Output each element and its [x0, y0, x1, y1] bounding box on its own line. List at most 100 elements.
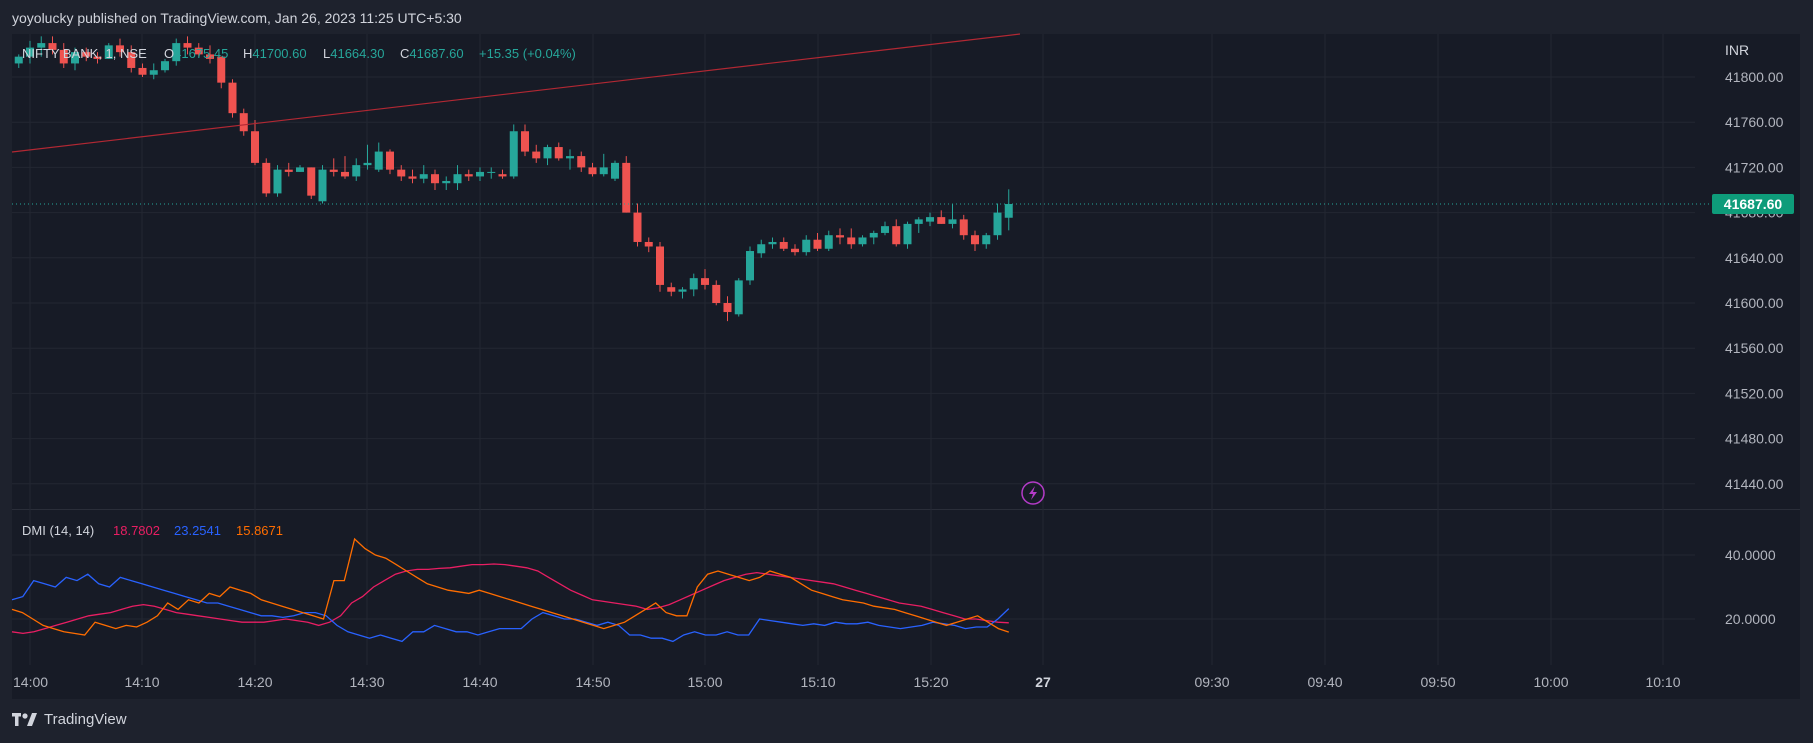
candle-body [723, 303, 732, 313]
candle-body [858, 237, 867, 245]
price-tick-label: 41560.00 [1725, 340, 1784, 356]
candle-body [768, 241, 777, 245]
price-tick-label: 41520.00 [1725, 385, 1784, 401]
candle [183, 36, 192, 55]
candle [26, 40, 34, 64]
time-axis-ticks[interactable]: 14:00 14:10 14:20 14:30 14:40 14:50 15:00 15:10… [13, 674, 1681, 690]
time-tick-label: 10:10 [1645, 674, 1680, 690]
candle-body [318, 169, 327, 202]
candle-body [633, 212, 642, 242]
candle-body [206, 54, 214, 59]
candle [892, 219, 901, 247]
candle [116, 38, 124, 57]
candle [217, 56, 226, 89]
candle-body [869, 232, 878, 238]
candle-body [588, 167, 597, 175]
candle-body [791, 248, 799, 253]
candle [206, 45, 214, 64]
candle-body [26, 47, 34, 57]
candle [1004, 189, 1013, 231]
candle-body [701, 278, 709, 285]
lightning-icon[interactable] [1021, 481, 1045, 505]
candle [813, 232, 822, 252]
candle [543, 144, 552, 166]
candle [588, 162, 597, 177]
candle-body [847, 237, 856, 245]
price-axis-bg [1695, 34, 1800, 509]
candle [667, 282, 676, 297]
candle-body [194, 47, 203, 55]
candle [149, 63, 158, 80]
candle-body [419, 174, 428, 179]
candle-body [476, 171, 484, 177]
candle-body [509, 131, 518, 177]
price-tick-label: 41720.00 [1725, 159, 1784, 175]
candle-body [1004, 204, 1013, 218]
footer: TradingView [12, 711, 127, 728]
publisher-header: yoyolucky published on TradingView.com, … [12, 10, 462, 26]
candle-body [757, 244, 766, 254]
symbol-legend[interactable]: NIFTY BANK, 1, NSE O41675.45 H41700.60 L… [22, 46, 576, 61]
candle [509, 124, 518, 179]
candle [689, 273, 698, 297]
candle [48, 36, 57, 55]
candle-body [453, 174, 462, 184]
close-value: 41687.60 [409, 46, 463, 61]
candle [14, 54, 23, 68]
price-tick-label: 41640.00 [1725, 250, 1784, 266]
grid-lines [12, 34, 1695, 665]
candle [386, 149, 394, 175]
high-value: 41700.60 [252, 46, 306, 61]
candle [802, 235, 811, 256]
candle [532, 144, 541, 163]
price-tick-label: 41480.00 [1725, 431, 1784, 447]
low-label: L [323, 46, 330, 61]
candle [633, 203, 642, 247]
main-pane-bg [12, 34, 1695, 509]
currency-label: INR [1725, 42, 1749, 58]
dmi-lines [11, 537, 1010, 643]
candle-body [824, 235, 833, 249]
candle-body [959, 219, 968, 236]
candle-body [802, 239, 811, 253]
candle [127, 45, 136, 73]
legend-change: +15.35 (+0.04%) [479, 46, 576, 61]
legend-close: C41687.60 [400, 46, 464, 61]
dmi-axis-ticks[interactable]: 20.0000 40.0000 [1725, 547, 1776, 627]
candle [993, 203, 1002, 240]
last-price-label: 41687.60 [1724, 196, 1783, 212]
legend-open: O41675.45 [164, 46, 228, 61]
candle-body [914, 219, 923, 224]
candle-body [386, 151, 394, 170]
candle-body [487, 171, 496, 173]
candle [903, 221, 912, 249]
candle [746, 246, 754, 285]
open-value: 41675.45 [174, 46, 228, 61]
candle [37, 36, 46, 57]
candle [779, 237, 788, 252]
dmi-label: DMI (14, 14) [22, 523, 94, 538]
dmi-legend[interactable]: DMI (14, 14) 18.7802 23.2541 15.8671 [22, 523, 283, 538]
time-axis-bg [12, 665, 1800, 699]
adx-line [11, 537, 1010, 636]
price-tick-label: 41600.00 [1725, 295, 1784, 311]
candle [82, 47, 91, 62]
tradingview-logo-icon[interactable] [12, 712, 38, 727]
candle-body [622, 162, 631, 213]
time-tick-label: 15:20 [913, 674, 948, 690]
trendline-group[interactable] [11, 33, 1021, 153]
candle [431, 169, 439, 190]
candle [408, 169, 417, 184]
time-tick-label: 14:40 [462, 674, 497, 690]
candle-body [296, 167, 304, 172]
candle-body [937, 217, 946, 224]
candle-body [104, 45, 113, 59]
open-label: O [164, 46, 174, 61]
candle-body [149, 70, 158, 75]
footer-brand[interactable]: TradingView [44, 711, 127, 728]
candle [599, 153, 608, 177]
candle-body [374, 151, 383, 170]
candle-body [644, 241, 653, 247]
candle-body [239, 113, 248, 132]
